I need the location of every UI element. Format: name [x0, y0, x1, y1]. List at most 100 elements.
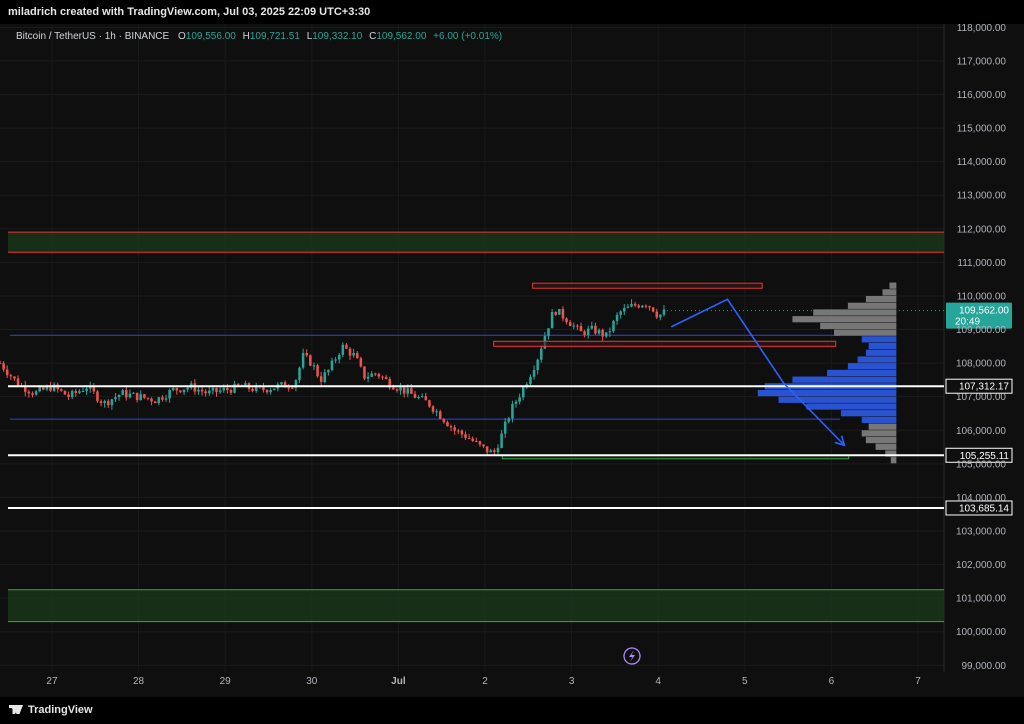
candle-down — [449, 426, 453, 428]
candle-down — [467, 437, 471, 439]
symbol-name[interactable]: Bitcoin / TetherUS · 1h · BINANCE — [16, 31, 170, 42]
y-tick-label: 113,000.00 — [957, 191, 1007, 202]
candle-down — [601, 329, 604, 337]
candle-down — [265, 389, 269, 393]
lightning-icon[interactable] — [623, 647, 641, 665]
y-tick-label: 118,000.00 — [957, 23, 1007, 34]
candle-down — [200, 389, 204, 392]
candle-down — [410, 388, 413, 394]
candle-up — [164, 398, 168, 400]
candle-down — [92, 386, 96, 392]
volume-profile-bar — [875, 443, 897, 450]
x-tick-label: 6 — [829, 676, 835, 687]
volume-profile-bar — [857, 356, 897, 363]
y-tick-label: 100,000.00 — [956, 627, 1006, 638]
candle-down — [16, 378, 20, 386]
candle-down — [554, 312, 557, 315]
x-tick-label: 3 — [569, 676, 575, 687]
y-tick-label: 99,000.00 — [962, 661, 1007, 672]
candle-down — [475, 440, 478, 442]
candle-down — [576, 325, 579, 327]
candle-up — [171, 388, 175, 390]
x-tick-label: 29 — [220, 676, 232, 687]
x-tick-label: 2 — [482, 676, 488, 687]
candle-down — [655, 311, 659, 318]
volume-profile-bar — [813, 309, 897, 316]
high-label: H — [242, 31, 250, 42]
supply-demand-zone — [8, 589, 944, 622]
candle-down — [442, 418, 446, 423]
candle-down — [135, 392, 139, 401]
projection-path[interactable] — [670, 298, 845, 446]
candle-up — [662, 309, 666, 315]
candle-down — [96, 391, 99, 402]
y-tick-label: 109,000.00 — [956, 325, 1006, 336]
y-tick-label: 117,000.00 — [957, 56, 1007, 67]
candle-down — [637, 305, 640, 308]
candle-down — [644, 305, 648, 307]
candle-up — [352, 353, 355, 356]
candle-down — [319, 376, 323, 383]
candle-up — [254, 385, 258, 391]
volume-profile-bar — [861, 430, 897, 437]
candle-up — [406, 388, 410, 394]
candle-up — [597, 329, 601, 334]
volume-profile-bar — [865, 436, 897, 444]
candle-up — [619, 311, 622, 315]
candle-down — [493, 450, 496, 453]
candle-up — [500, 433, 503, 448]
candle-up — [518, 397, 521, 402]
y-tick-label: 105,000.00 — [956, 459, 1006, 470]
candle-down — [67, 394, 70, 398]
candle-up — [280, 382, 283, 385]
candle-up — [630, 303, 633, 307]
candle-down — [413, 393, 417, 398]
candle-down — [345, 344, 348, 349]
candle-down — [236, 383, 240, 386]
volume-profile-bar — [882, 289, 897, 296]
candle-down — [179, 390, 182, 393]
candle-down — [453, 427, 456, 431]
candle-up — [186, 387, 189, 390]
volume-profile-bar — [834, 329, 897, 336]
candle-down — [251, 388, 254, 391]
candle-down — [175, 388, 179, 391]
candle-up — [608, 331, 612, 333]
volume-profile-bar — [847, 302, 897, 309]
candle-up — [529, 376, 532, 385]
candle-up — [78, 391, 81, 393]
candle-down — [374, 373, 377, 375]
volume-profile-bar — [889, 282, 897, 289]
candle-down — [150, 398, 153, 402]
candle-down — [384, 377, 388, 380]
volume-profile-bar — [861, 416, 897, 424]
attribution-text: miladrich created with TradingView.com, … — [8, 6, 371, 18]
candle-down — [161, 397, 164, 400]
volume-profile-bar — [820, 322, 897, 330]
price-chart[interactable]: 107,312.17 105,255.11 103,685.14 109,562.00… — [0, 0, 1024, 697]
brand-text: TradingView — [28, 704, 93, 716]
candle-up — [222, 388, 225, 391]
marked-range-box[interactable] — [532, 282, 763, 289]
tradingview-logo[interactable]: TradingView — [9, 704, 93, 716]
candle-up — [612, 320, 615, 332]
candle-down — [565, 318, 568, 323]
candle-up — [45, 386, 49, 390]
candle-down — [99, 401, 103, 404]
candle-up — [341, 344, 345, 355]
candle-down — [0, 363, 2, 365]
y-tick-label: 104,000.00 — [956, 493, 1006, 504]
candle-up — [514, 401, 518, 404]
volume-profile-bar — [792, 316, 897, 323]
candle-up — [139, 394, 142, 401]
candle-down — [283, 382, 287, 388]
marked-range-box[interactable] — [493, 340, 837, 347]
y-tick-label: 110,000.00 — [957, 291, 1007, 302]
candle-up — [521, 387, 525, 398]
y-tick-label: 114,000.00 — [957, 157, 1007, 168]
candle-down — [23, 385, 27, 392]
candle-down — [633, 303, 637, 306]
y-tick-label: 115,000.00 — [957, 124, 1007, 135]
candle-up — [420, 396, 424, 398]
bar-countdown: 20:49 — [955, 317, 980, 328]
